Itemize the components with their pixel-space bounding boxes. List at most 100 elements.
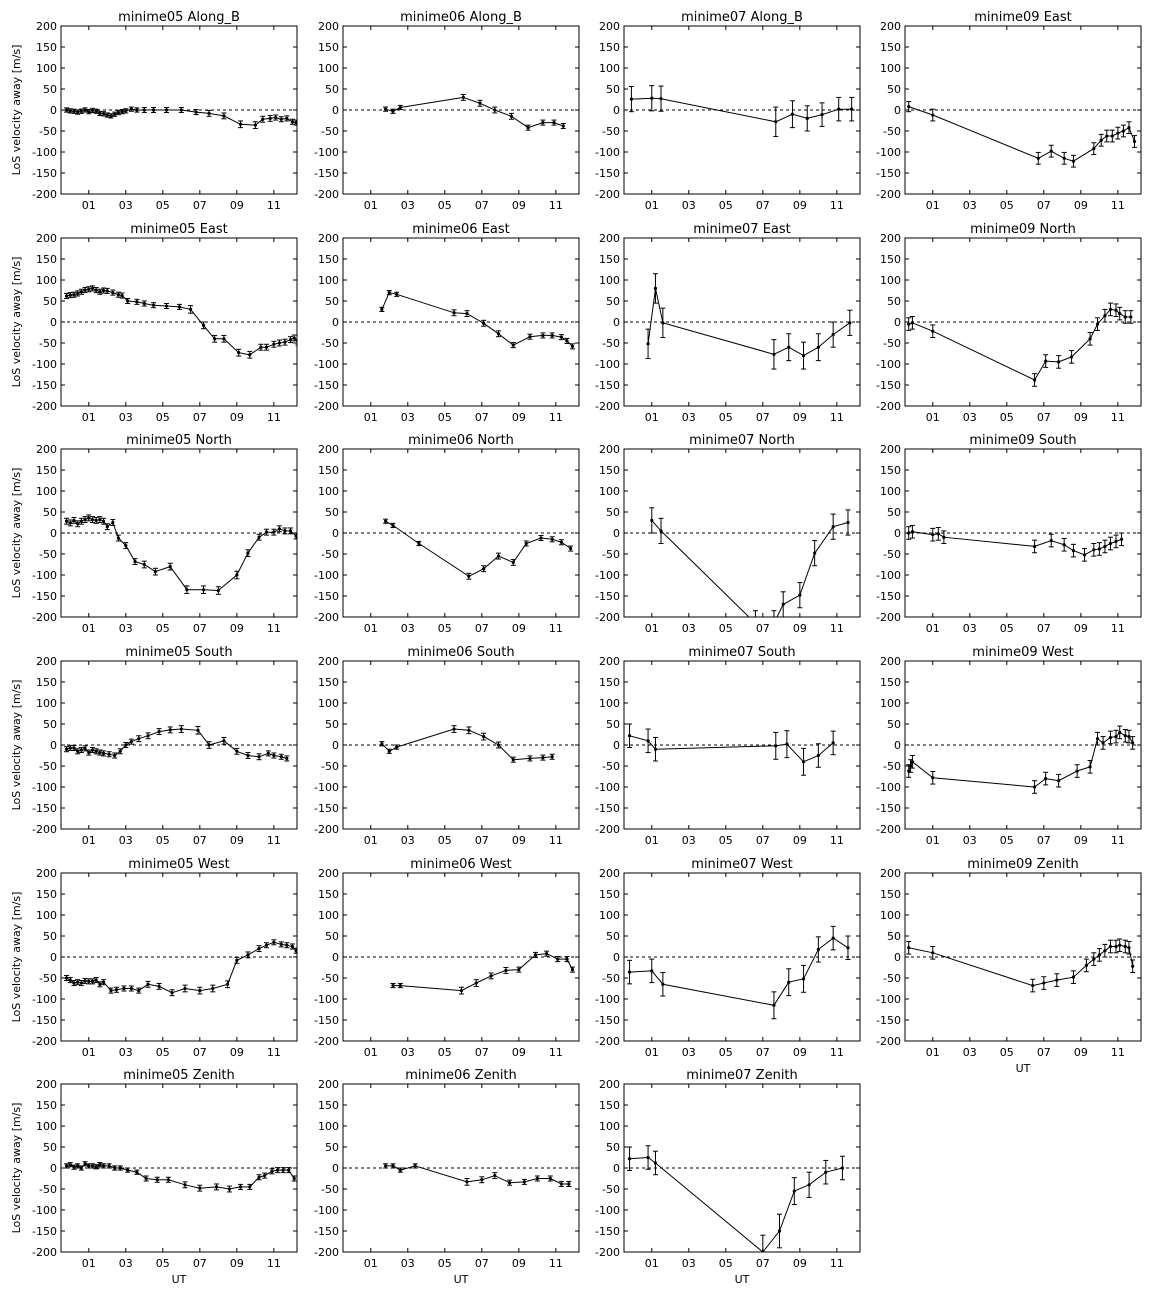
data-point [570, 968, 575, 972]
data-point [627, 734, 632, 738]
y-tick-label: 100 [599, 1120, 620, 1133]
x-tick-label: 03 [119, 1257, 133, 1270]
x-tick-label: 11 [1111, 622, 1125, 635]
x-tick-label: 03 [401, 411, 415, 424]
data-point [83, 108, 87, 112]
x-tick-label: 07 [475, 1257, 489, 1270]
data-point [1062, 543, 1066, 547]
x-tick-label: 05 [719, 411, 733, 424]
y-tick-label: 100 [318, 485, 339, 498]
x-tick-label: 07 [756, 622, 770, 635]
data-point [83, 517, 87, 522]
data-point [261, 117, 265, 121]
data-point [94, 1165, 98, 1169]
data-point [135, 1170, 139, 1174]
data-point [94, 978, 98, 982]
x-tick-label: 03 [401, 622, 415, 635]
data-point [465, 1180, 469, 1184]
data-point [68, 521, 72, 525]
data-point [64, 519, 69, 523]
data-point [541, 756, 545, 760]
data-point [76, 980, 80, 984]
data-point [151, 303, 156, 307]
x-tick-label: 01 [926, 834, 940, 847]
subplot: 200 150 100 50 0 -50 -100 -150 -200 01 03 05 07 09 11 m… [876, 857, 1142, 1075]
y-tick-label: 50 [325, 295, 339, 308]
x-tick-label: 03 [963, 199, 977, 212]
data-point [787, 345, 791, 349]
data-point [279, 942, 283, 947]
data-point [109, 989, 113, 993]
y-tick-label: 50 [43, 1141, 57, 1154]
data-point [72, 293, 76, 297]
y-tick-label: -100 [876, 358, 901, 371]
data-point [263, 1173, 267, 1178]
x-tick-label: 05 [438, 622, 452, 635]
data-point [207, 111, 211, 115]
y-tick-label: 100 [880, 909, 901, 922]
data-point [183, 1183, 187, 1187]
x-tick-label: 05 [156, 1257, 170, 1270]
data-point [511, 758, 515, 762]
data-point [798, 593, 802, 597]
data-point [1044, 359, 1048, 363]
x-tick-label: 09 [512, 1046, 526, 1059]
data-point [569, 546, 573, 551]
x-tick-label: 09 [1074, 199, 1088, 212]
x-tick-label: 07 [475, 622, 489, 635]
x-tick-label: 01 [645, 622, 659, 635]
data-point [653, 1161, 658, 1165]
data-point [257, 755, 261, 759]
x-tick-label: 09 [1074, 411, 1088, 424]
data-point [1031, 983, 1035, 988]
y-tick-label: 150 [36, 253, 57, 266]
data-point [79, 290, 83, 294]
y-tick-label: 100 [318, 274, 339, 287]
x-tick-label: 05 [1000, 411, 1014, 424]
data-point [272, 342, 276, 346]
data-point [831, 936, 835, 940]
y-tick-label: 150 [599, 1099, 620, 1112]
data-point [461, 95, 465, 99]
data-point [550, 755, 554, 759]
x-tick-label: 07 [193, 199, 207, 212]
data-point [548, 1176, 552, 1181]
x-tick-label: 09 [230, 1046, 244, 1059]
data-point [1082, 553, 1087, 557]
data-point [237, 351, 241, 355]
subplot-title: minime05 West [128, 857, 229, 872]
data-point [157, 729, 161, 734]
data-point [72, 746, 76, 750]
data-point [101, 1164, 106, 1168]
y-tick-label: -50 [602, 337, 620, 350]
y-tick-label: -150 [32, 167, 57, 180]
y-tick-label: 200 [36, 867, 57, 880]
y-tick-label: 50 [325, 930, 339, 943]
data-point [1032, 785, 1037, 789]
data-point [64, 747, 69, 751]
data-point [126, 1168, 130, 1172]
y-tick-label: -100 [595, 569, 620, 582]
x-tick-label: 11 [549, 199, 563, 212]
y-tick-label: -100 [314, 358, 339, 371]
data-point [294, 534, 297, 538]
y-tick-label: 50 [887, 930, 901, 943]
data-point [164, 108, 169, 112]
x-tick-label: 11 [830, 1046, 844, 1059]
data-point [1071, 159, 1076, 163]
y-tick-label: 150 [599, 676, 620, 689]
data-point [387, 291, 391, 295]
data-point [183, 986, 187, 991]
x-tick-label: 09 [793, 411, 807, 424]
x-tick-label: 07 [475, 199, 489, 212]
x-tick-label: 01 [926, 199, 940, 212]
data-point [1119, 537, 1124, 541]
y-tick-label: 200 [318, 655, 339, 668]
y-tick-label: 50 [606, 295, 620, 308]
y-tick-label: -100 [314, 993, 339, 1006]
y-axis-label: LoS velocity away [m/s] [10, 45, 23, 176]
x-tick-label: 07 [756, 834, 770, 847]
series-group [64, 514, 297, 595]
series-line [629, 1156, 843, 1252]
